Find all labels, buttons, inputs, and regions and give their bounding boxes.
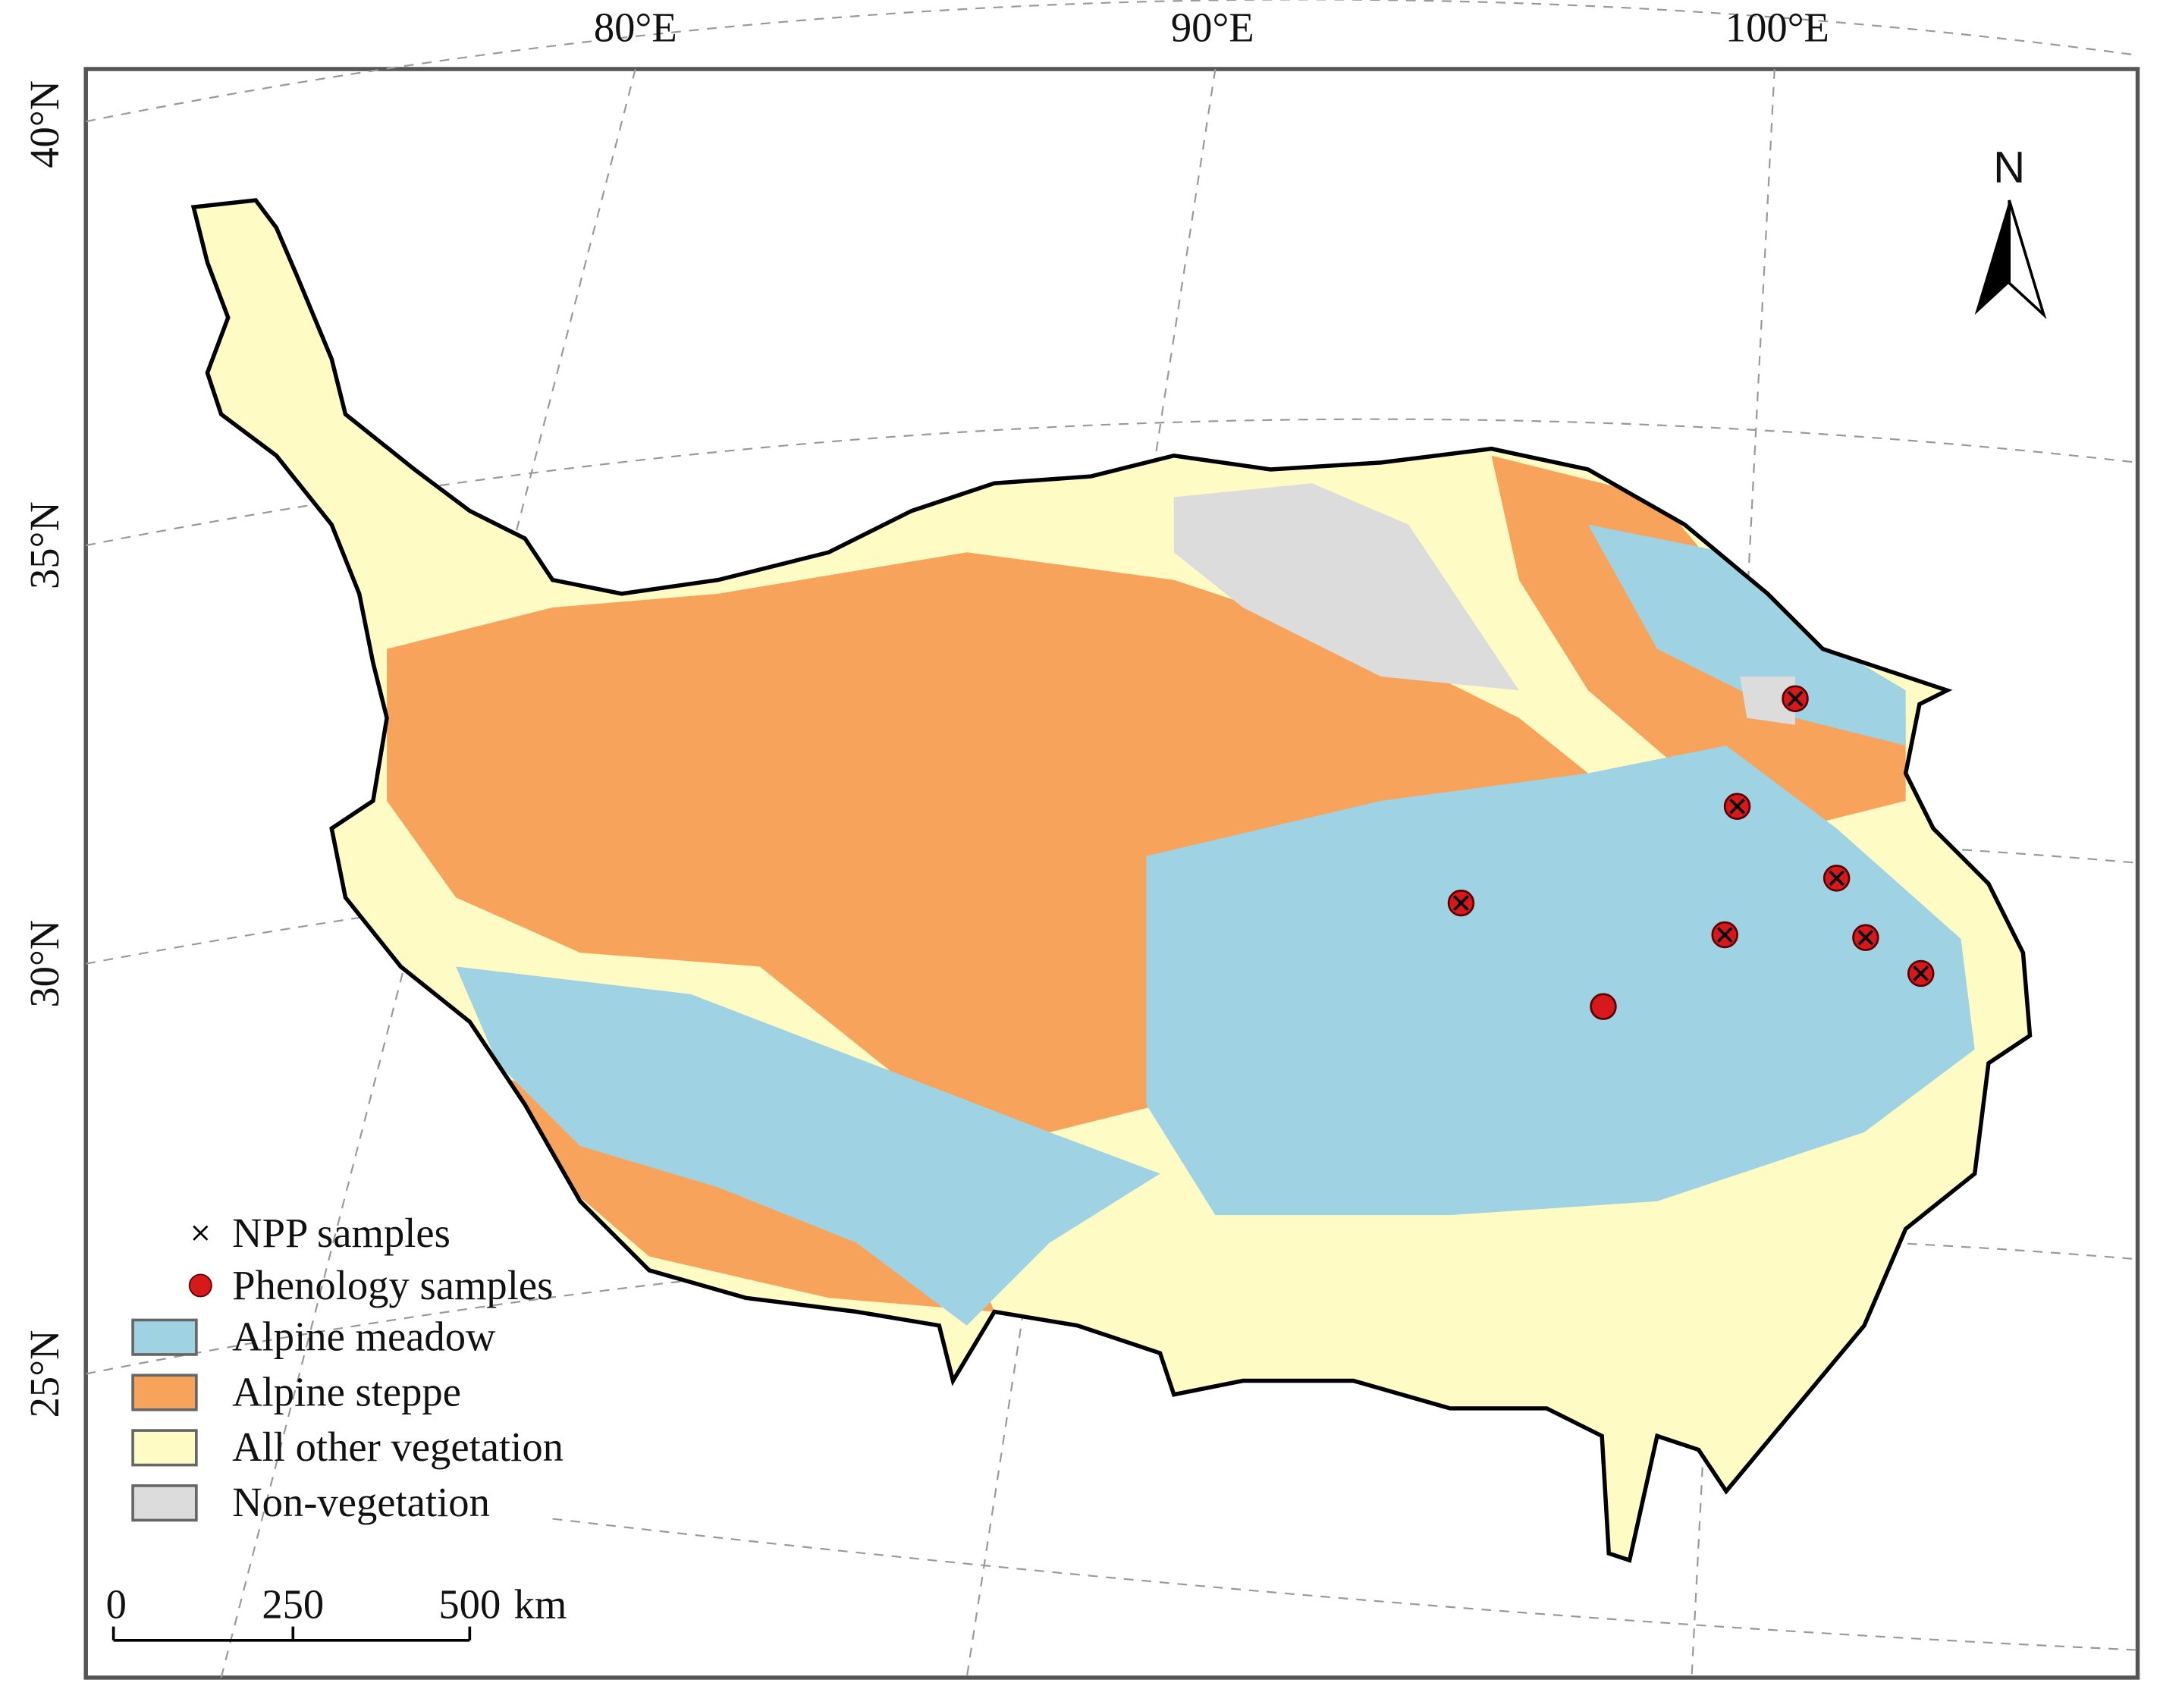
- lat-label: 40°N: [21, 80, 68, 168]
- lat-labels: 40°N 35°N 30°N 25°N: [21, 80, 68, 1418]
- sample: [1590, 993, 1617, 1020]
- scale-label: 0: [106, 1581, 127, 1628]
- lon-labels: 80°E 90°E 100°E: [594, 5, 1829, 51]
- legend: NPP samples Phenology samples Alpine mea…: [131, 1210, 564, 1525]
- sample: [1822, 865, 1851, 892]
- sample: [1723, 793, 1751, 820]
- legend-label: Alpine meadow: [232, 1313, 496, 1359]
- sample-points: [1447, 685, 1935, 1020]
- sample: [1711, 921, 1738, 949]
- legend-label: NPP samples: [232, 1210, 451, 1256]
- legend-label: Phenology samples: [232, 1262, 553, 1308]
- lon-label: 80°E: [594, 5, 677, 51]
- lat-label: 25°N: [21, 1330, 68, 1418]
- scale-bar: 0 250 500 km: [106, 1581, 567, 1642]
- sample: [1907, 959, 1935, 987]
- legend-label: Alpine steppe: [232, 1368, 461, 1414]
- lon-label: 100°E: [1725, 5, 1829, 51]
- legend-label: Non-vegetation: [232, 1479, 490, 1525]
- scale-unit: km: [514, 1581, 567, 1628]
- lat-label: 35°N: [21, 501, 68, 589]
- lat-label: 30°N: [21, 920, 68, 1008]
- sample: [1447, 889, 1475, 917]
- sample: [1852, 924, 1879, 951]
- sample: [1782, 685, 1809, 712]
- scale-label: 250: [262, 1581, 324, 1628]
- lon-label: 90°E: [1171, 5, 1254, 51]
- plateau-outline: [190, 198, 2033, 1563]
- legend-label: All other vegetation: [232, 1424, 564, 1470]
- north-label: N: [1993, 143, 2025, 192]
- scale-label: 500: [438, 1581, 501, 1628]
